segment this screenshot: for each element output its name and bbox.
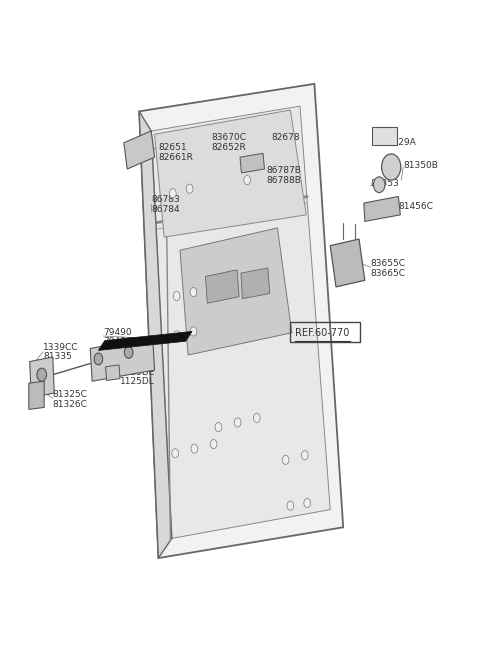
Polygon shape (139, 111, 172, 558)
Text: 1125DE: 1125DE (120, 367, 156, 377)
Text: 1125DL: 1125DL (120, 377, 155, 386)
Circle shape (190, 288, 197, 297)
Text: 83670C: 83670C (211, 133, 246, 142)
Text: 1339CC: 1339CC (43, 343, 79, 352)
Text: 86787B: 86787B (266, 166, 301, 175)
Circle shape (301, 451, 308, 460)
Circle shape (124, 346, 133, 358)
Text: 82652R: 82652R (211, 143, 246, 152)
Polygon shape (240, 153, 264, 173)
Polygon shape (180, 228, 292, 355)
Circle shape (172, 449, 179, 458)
Polygon shape (90, 337, 155, 381)
Text: 81350B: 81350B (403, 160, 438, 170)
Text: 83665C: 83665C (371, 269, 406, 278)
Text: 86783: 86783 (151, 195, 180, 204)
Text: 81329A: 81329A (382, 138, 416, 147)
Polygon shape (106, 365, 120, 381)
Circle shape (190, 327, 197, 336)
Text: 86784: 86784 (151, 205, 180, 214)
Circle shape (94, 353, 103, 365)
Polygon shape (155, 110, 306, 237)
Circle shape (282, 455, 289, 464)
Polygon shape (30, 357, 54, 398)
Circle shape (373, 177, 385, 193)
Text: 83655C: 83655C (371, 259, 406, 268)
Text: 81353: 81353 (371, 179, 399, 188)
Circle shape (191, 444, 198, 453)
Circle shape (287, 501, 294, 510)
Polygon shape (205, 270, 239, 303)
Circle shape (234, 418, 241, 427)
Circle shape (210, 440, 217, 449)
Text: 81456C: 81456C (398, 202, 433, 211)
Circle shape (244, 176, 251, 185)
Circle shape (169, 189, 176, 198)
Circle shape (304, 498, 311, 508)
Polygon shape (98, 331, 192, 350)
Circle shape (253, 413, 260, 422)
Polygon shape (139, 84, 343, 558)
Text: 81335: 81335 (43, 352, 72, 362)
Circle shape (382, 154, 401, 180)
Text: 79480: 79480 (103, 337, 132, 346)
Text: 81325C: 81325C (53, 390, 88, 399)
Polygon shape (29, 381, 44, 409)
Circle shape (186, 184, 193, 193)
Polygon shape (364, 196, 400, 221)
Text: 86788B: 86788B (266, 176, 301, 185)
Circle shape (173, 331, 180, 340)
Text: 79490: 79490 (103, 328, 132, 337)
Circle shape (37, 368, 47, 381)
Polygon shape (241, 268, 270, 299)
Polygon shape (330, 239, 365, 287)
Circle shape (215, 422, 222, 432)
Text: 82651: 82651 (158, 143, 187, 152)
Text: 82678: 82678 (271, 133, 300, 142)
Polygon shape (124, 131, 155, 169)
Text: REF.60-770: REF.60-770 (295, 328, 349, 338)
FancyBboxPatch shape (372, 127, 397, 145)
Polygon shape (151, 106, 330, 538)
Text: 81326C: 81326C (53, 400, 88, 409)
Text: 82661R: 82661R (158, 153, 193, 162)
Circle shape (173, 291, 180, 301)
